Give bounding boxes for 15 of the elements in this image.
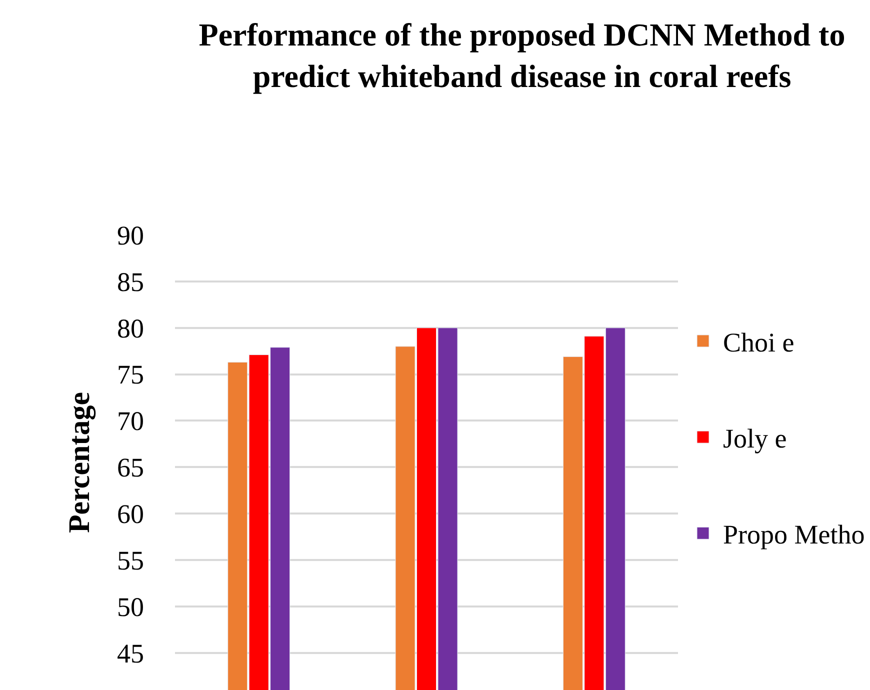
- y-axis-title: Percentage: [63, 392, 96, 534]
- y-tick-label: 50: [117, 592, 144, 622]
- y-tick-label: 85: [117, 266, 144, 297]
- y-tick-label: 60: [117, 499, 144, 530]
- y-tick-label: 70: [117, 406, 144, 436]
- chart-title: Performance of the proposed DCNN Method to predict whiteband disease in coral reefs: [198, 16, 846, 94]
- legend-label: Joly e: [723, 424, 787, 454]
- y-tick-label: 55: [117, 545, 144, 576]
- y-tick-label: 75: [117, 360, 144, 390]
- y-tick-label: 80: [117, 313, 144, 344]
- y-tick-label: 65: [117, 452, 144, 483]
- y-tick-label: 90: [117, 220, 144, 250]
- y-tick-label: 45: [117, 638, 144, 668]
- legend-label: Choi e: [723, 327, 794, 358]
- legend-label: Propo Metho: [723, 520, 865, 550]
